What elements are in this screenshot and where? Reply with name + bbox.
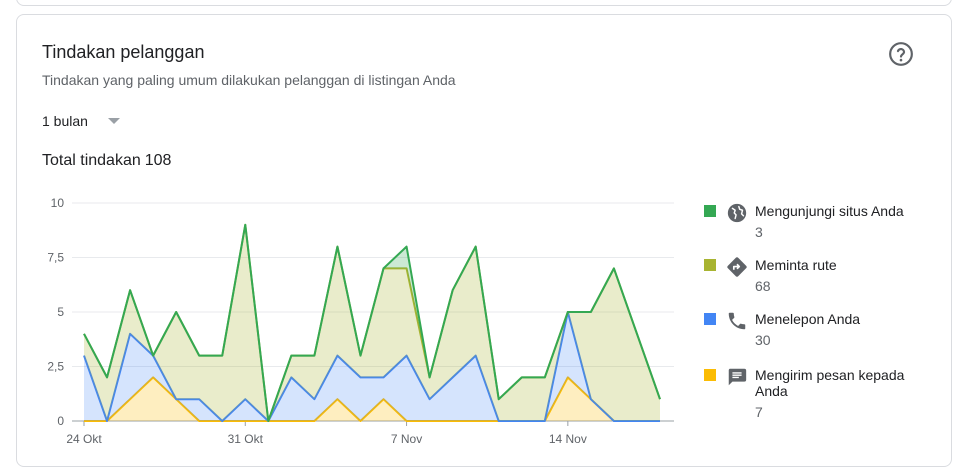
total-actions-label: Total tindakan [42, 152, 141, 169]
card-subtitle: Tindakan yang paling umum dilakukan pela… [42, 72, 456, 88]
legend-count-messages: 7 [755, 404, 763, 420]
x-tick-label: 31 Okt [228, 432, 264, 446]
y-tick-label: 0 [57, 414, 64, 428]
line-calls [83, 311, 660, 422]
total-actions-value: 108 [144, 152, 172, 169]
total-actions: Total tindakan 108 [42, 152, 175, 170]
message-icon [728, 368, 747, 386]
legend-count-calls: 30 [755, 332, 771, 348]
dropdown-arrow-icon [107, 118, 120, 124]
legend-swatch-directions [704, 259, 716, 271]
legend-label-directions: Meminta rute [755, 257, 837, 273]
line-website [83, 223, 661, 422]
legend-label-website: Mengunjungi situs Anda [755, 203, 904, 219]
legend-label-messages: Mengirim pesan kepada Anda [755, 367, 905, 399]
area-calls [84, 312, 660, 421]
period-dropdown-label: 1 bulan [42, 113, 88, 129]
y-tick-label: 5 [57, 305, 64, 319]
x-tick-label: 24 Okt [66, 432, 102, 446]
legend-swatch-calls [704, 313, 716, 325]
legend-count-website: 3 [755, 224, 763, 240]
globe-icon [727, 203, 747, 223]
legend-count-directions: 68 [755, 278, 771, 294]
phone-icon [728, 312, 746, 330]
y-tick-label: 2,5 [47, 360, 64, 374]
actions-area-chart: 0 2,5 5 7,5 10 24 Okt 31 Okt 7 Nov 14 Nov [47, 196, 674, 446]
legend-label-calls: Menelepon Anda [755, 311, 861, 327]
x-tick-label: 14 Nov [549, 432, 587, 446]
area-directions [84, 224, 660, 421]
line-messages [84, 376, 660, 422]
area-messages [84, 377, 660, 421]
card-title: Tindakan pelanggan [42, 42, 205, 62]
directions-icon [727, 257, 747, 277]
x-tick-label: 7 Nov [391, 432, 422, 446]
legend-swatch-messages [704, 369, 716, 381]
legend-swatch-website [704, 205, 716, 217]
y-tick-label: 10 [51, 196, 65, 210]
y-tick-label: 7,5 [47, 251, 64, 265]
previous-card-edge [16, 0, 952, 6]
help-icon[interactable] [888, 41, 914, 67]
period-dropdown[interactable]: 1 bulan [42, 110, 120, 132]
